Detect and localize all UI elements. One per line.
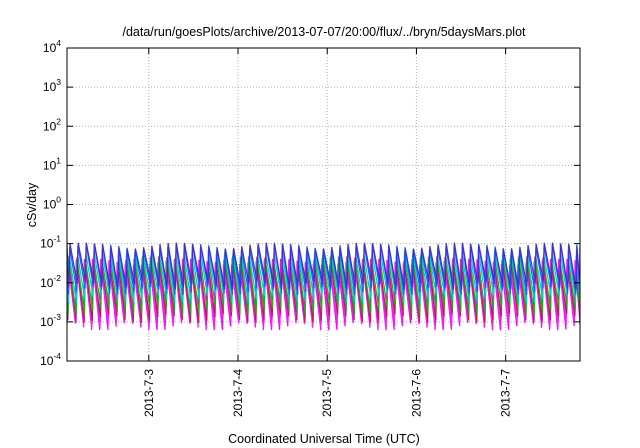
- series-line: [67, 243, 580, 295]
- y-axis-label: cSv/day: [25, 182, 39, 227]
- series-line: [67, 254, 580, 315]
- x-tick-label: 2013-7-3: [142, 369, 156, 417]
- y-tick-base: 10: [43, 119, 57, 133]
- series-line: [67, 258, 580, 323]
- y-tick-label: 104: [43, 38, 61, 55]
- y-tick-base: 10: [40, 354, 54, 368]
- plot-frame: [66, 47, 581, 362]
- y-tick-label: 101: [43, 155, 61, 172]
- y-tick-exponent: 3: [56, 77, 61, 87]
- y-tick-base: 10: [43, 158, 57, 172]
- y-tick-exponent: 4: [56, 38, 61, 48]
- y-tick-base: 10: [40, 276, 54, 290]
- y-tick-exponent: -3: [53, 312, 61, 322]
- series-line: [67, 256, 580, 324]
- series-line: [67, 261, 580, 329]
- y-tick-label: 100: [43, 195, 61, 212]
- series-line: [67, 249, 580, 303]
- y-tick-label: 10-4: [40, 351, 61, 368]
- y-tick-label: 10-1: [40, 234, 61, 251]
- chart-title: /data/run/goesPlots/archive/2013-07-07/2…: [122, 25, 526, 39]
- x-tick-label: 2013-7-5: [320, 369, 334, 417]
- y-tick-base: 10: [40, 237, 54, 251]
- y-tick-label: 103: [43, 77, 61, 94]
- series-layer: [67, 242, 580, 331]
- y-tick-base: 10: [43, 41, 57, 55]
- x-tick-label: 2013-7-4: [231, 369, 245, 417]
- y-tick-exponent: 2: [56, 116, 61, 126]
- x-tick-label: 2013-7-6: [409, 369, 423, 417]
- y-tick-exponent: 0: [56, 195, 61, 205]
- y-tick-base: 10: [43, 80, 57, 94]
- y-tick-base: 10: [40, 315, 54, 329]
- y-tick-label: 10-3: [40, 312, 61, 329]
- x-axis-label: Coordinated Universal Time (UTC): [228, 432, 420, 446]
- y-tick-exponent: -2: [53, 273, 61, 283]
- y-tick-label: 10-2: [40, 273, 61, 290]
- x-tick-label: 2013-7-7: [499, 369, 513, 417]
- y-tick-exponent: -1: [53, 234, 61, 244]
- y-tick-label: 102: [43, 116, 61, 133]
- series-line: [67, 242, 580, 290]
- y-tick-exponent: 1: [56, 155, 61, 165]
- y-tick-exponent: -4: [53, 351, 61, 361]
- y-tick-base: 10: [43, 198, 57, 212]
- grid: [67, 48, 580, 361]
